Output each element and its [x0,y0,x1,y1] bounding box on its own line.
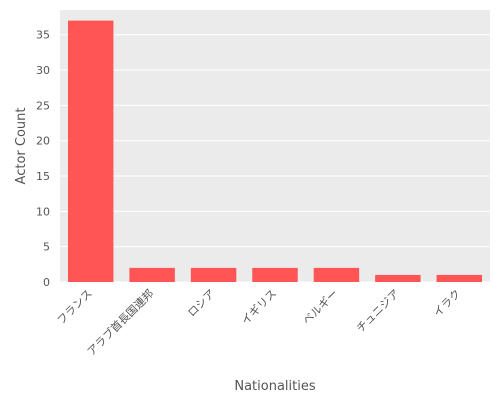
y-tick-label: 25 [36,99,50,112]
x-tick-label: イギリス [239,287,279,327]
bar [252,267,298,282]
grid-lines [60,34,490,283]
bar [375,274,421,282]
bar [190,267,237,282]
bar [313,267,360,282]
bar [67,20,114,282]
y-tick-labels: 0 5 10 15 20 25 30 35 [36,29,50,289]
x-tick-label: ロシア [185,287,218,320]
y-tick-label: 10 [36,205,50,218]
x-tick-label: イラク [431,287,464,320]
bar [436,274,483,282]
x-tick-label: チュニジア [354,287,402,335]
y-tick-label: 5 [43,241,50,254]
bars [67,20,483,282]
plot-background [60,10,490,282]
y-tick-label: 0 [43,276,50,289]
y-axis-label: Actor Count [14,108,29,185]
y-tick-label: 20 [36,135,50,148]
y-tick-label: 30 [36,64,50,77]
x-tick-label: フランス [55,287,95,327]
x-tick-label: アラブ首長国連邦 [84,286,156,358]
x-axis-label: Nationalities [234,379,315,394]
y-tick-label: 35 [36,29,50,42]
bar [129,267,175,282]
x-tick-label: ベルギー [300,287,340,327]
y-tick-label: 15 [36,170,50,183]
